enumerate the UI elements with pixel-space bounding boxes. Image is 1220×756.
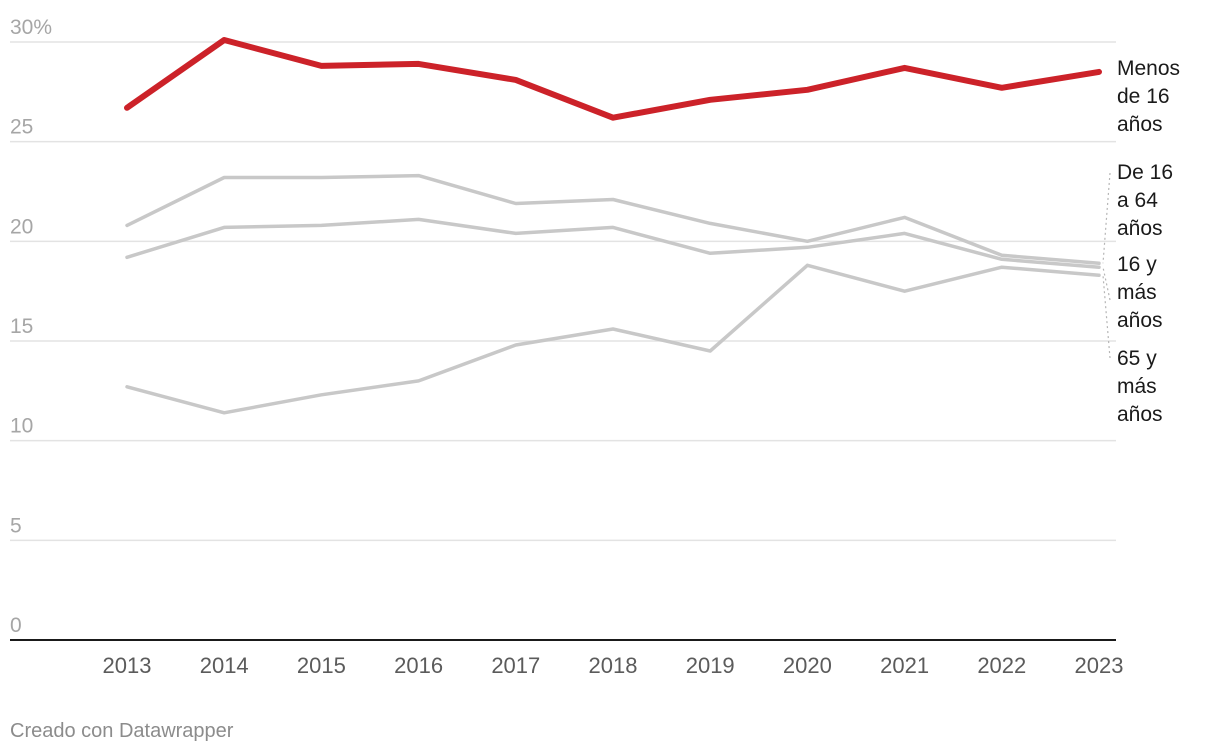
x-tick-label: 2015: [297, 653, 346, 678]
series-labels: Menos de 16 años De 16 a 64 años 16 y más años 65…: [1102, 57, 1180, 426]
x-tick-label: 2022: [977, 653, 1026, 678]
x-tick-label: 2014: [200, 653, 249, 678]
series-label: De 16 a 64 años: [1117, 161, 1173, 240]
label-leader-line: [1102, 275, 1111, 359]
series-line: [125, 173, 1101, 266]
x-tick-label: 2019: [686, 653, 735, 678]
y-tick-label: 0: [10, 614, 22, 637]
x-tick-label: 2018: [589, 653, 638, 678]
y-tick-label: 30%: [10, 16, 52, 39]
series-label: 65 y más años: [1117, 347, 1163, 426]
series-label: Menos de 16 años: [1117, 57, 1180, 136]
x-tick-label: 2017: [491, 653, 540, 678]
x-tick-label: 2016: [394, 653, 443, 678]
chart-credit: Creado con Datawrapper: [10, 720, 234, 742]
y-tick-label: 10: [10, 415, 33, 438]
y-tick-label: 20: [10, 215, 33, 238]
x-tick-label: 2023: [1075, 653, 1124, 678]
x-tick-label: 2020: [783, 653, 832, 678]
axes: 0 5 10 15 20 25 30% 2013 2014 2015 2016 2017 2018 201…: [10, 16, 1123, 678]
series-line: [124, 37, 1102, 121]
x-tick-label: 2021: [880, 653, 929, 678]
y-tick-label: 25: [10, 116, 33, 139]
label-leader-line: [1102, 267, 1111, 301]
gray-series-lines: [125, 173, 1101, 415]
series-line: [125, 263, 1101, 415]
series-line: [125, 217, 1101, 269]
label-leader-line: [1102, 172, 1111, 264]
series-label: 16 y más años: [1117, 253, 1163, 332]
highlight-series-line: [124, 37, 1102, 121]
gridlines: [10, 41, 1116, 542]
y-tick-label: 5: [10, 514, 22, 537]
x-tick-label: 2013: [103, 653, 152, 678]
y-tick-label: 15: [10, 315, 33, 338]
